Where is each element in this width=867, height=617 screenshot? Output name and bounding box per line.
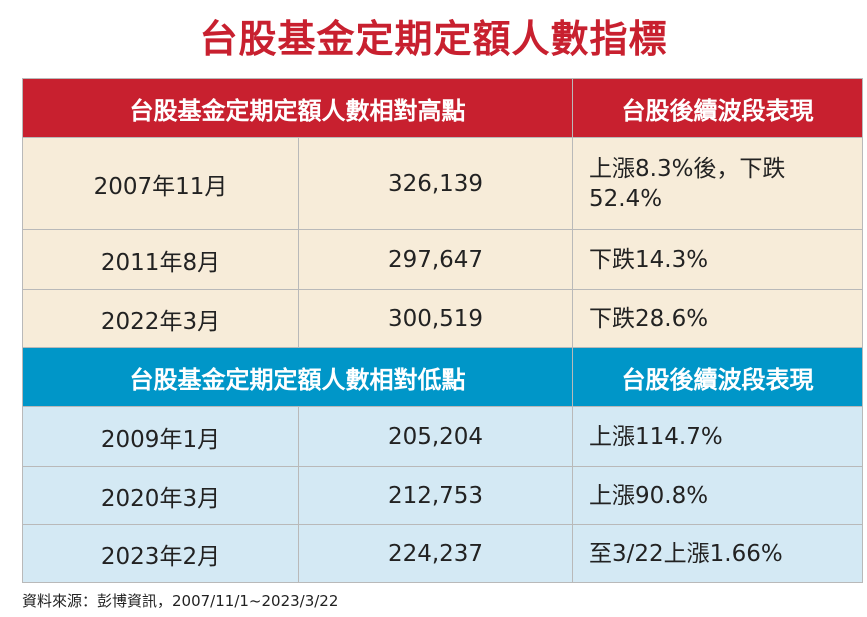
header-cell: 台股後續波段表現 bbox=[572, 78, 863, 138]
cell: 205,204 bbox=[298, 406, 573, 467]
cell: 2007年11月 bbox=[22, 137, 299, 230]
title: 台股基金定期定額人數指標 bbox=[199, 16, 668, 61]
row: 2020年3月 212,753 上漲90.8% bbox=[22, 466, 863, 525]
row: 2011年8月 297,647 下跌14.3% bbox=[22, 229, 863, 290]
cell: 上漲90.8% bbox=[572, 466, 863, 525]
cell: 下跌14.3% bbox=[572, 229, 863, 290]
cell: 2023年2月 bbox=[22, 524, 299, 583]
header-cell: 台股基金定期定額人數相對低點 bbox=[22, 347, 573, 407]
row: 2023年2月 224,237 至3/22上漲1.66% bbox=[22, 524, 863, 583]
cell: 2020年3月 bbox=[22, 466, 299, 525]
table: 台股基金定期定額人數相對高點 台股後續波段表現 2007年11月 326,139… bbox=[22, 78, 863, 583]
cell: 297,647 bbox=[298, 229, 573, 290]
source-note: 資料來源：彭博資訊，2007/11/1~2023/3/22 bbox=[22, 592, 339, 610]
header-row: 台股基金定期定額人數相對高點 台股後續波段表現 bbox=[22, 78, 863, 138]
cell: 2009年1月 bbox=[22, 406, 299, 467]
cell: 下跌28.6% bbox=[572, 289, 863, 348]
header-cell: 台股後續波段表現 bbox=[572, 347, 863, 407]
cell: 300,519 bbox=[298, 289, 573, 348]
header-row: 台股基金定期定額人數相對低點 台股後續波段表現 bbox=[22, 347, 863, 407]
cell: 326,139 bbox=[298, 137, 573, 230]
cell: 224,237 bbox=[298, 524, 573, 583]
cell: 至3/22上漲1.66% bbox=[572, 524, 863, 583]
header-cell: 台股基金定期定額人數相對高點 bbox=[22, 78, 573, 138]
cell: 2011年8月 bbox=[22, 229, 299, 290]
cell: 上漲8.3%後，下跌52.4% bbox=[572, 137, 863, 230]
cell: 2022年3月 bbox=[22, 289, 299, 348]
cell: 上漲114.7% bbox=[572, 406, 863, 467]
cell: 212,753 bbox=[298, 466, 573, 525]
row: 2022年3月 300,519 下跌28.6% bbox=[22, 289, 863, 348]
row: 2009年1月 205,204 上漲114.7% bbox=[22, 406, 863, 467]
row: 2007年11月 326,139 上漲8.3%後，下跌52.4% bbox=[22, 137, 863, 230]
